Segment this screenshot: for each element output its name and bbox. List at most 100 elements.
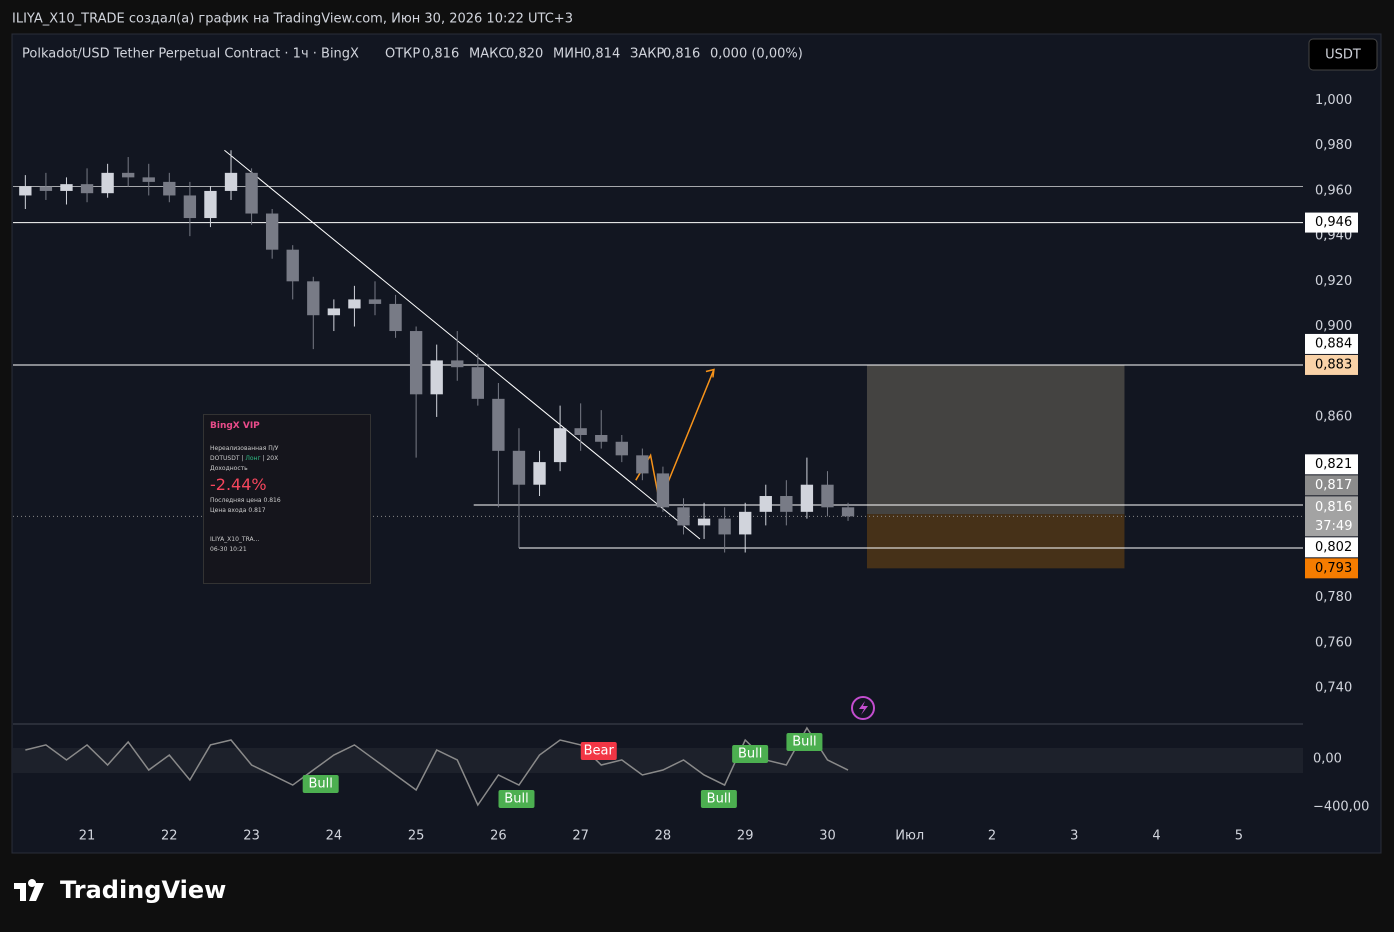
candle-body — [122, 172, 135, 178]
card-text: 0.817 — [248, 507, 266, 514]
candle-body — [553, 428, 567, 463]
price-tag-label: 0,816 — [1315, 500, 1352, 515]
candle-body — [759, 496, 772, 512]
card-text: Последняя цена — [210, 497, 262, 504]
candle-body — [656, 473, 670, 508]
card-text: DOTUSDT — [210, 455, 240, 462]
candle-body — [409, 331, 423, 395]
price-tag-label: 0,883 — [1315, 357, 1352, 372]
signal-label: Bull — [308, 777, 332, 792]
countdown: 37:49 — [1315, 519, 1352, 534]
legend-value: 0,814 — [583, 47, 620, 62]
card-text: Лонг — [245, 455, 261, 462]
candle-body — [595, 434, 608, 442]
candle-body — [821, 484, 834, 508]
price-tag — [1305, 333, 1358, 354]
candle-body — [142, 177, 155, 182]
price-tag-label: 0,884 — [1315, 336, 1352, 351]
candle-body — [80, 184, 94, 194]
x-tick-label: 22 — [161, 829, 178, 844]
logo-mark — [14, 879, 44, 901]
legend-label: МАКС — [469, 47, 507, 62]
signal-label: Bear — [584, 743, 615, 758]
card-text: Нереализованная П/У — [210, 445, 279, 452]
x-tick-label: 4 — [1152, 829, 1160, 844]
currency-text[interactable]: USDT — [1325, 48, 1361, 63]
y-tick-label: 0,900 — [1315, 319, 1352, 334]
alert-bolt — [859, 701, 868, 715]
x-tick-label: 2 — [988, 829, 996, 844]
candle-body — [19, 186, 32, 196]
candle-body — [286, 249, 299, 282]
candle-body — [39, 186, 53, 191]
price-tag — [1305, 496, 1358, 537]
candle-body — [841, 507, 855, 517]
candle-body — [492, 398, 505, 451]
candle-body — [739, 511, 752, 535]
candle-body — [101, 172, 114, 194]
candle-body — [204, 190, 217, 219]
candle-body — [163, 181, 176, 196]
legend-label: ЗАКР — [630, 47, 664, 62]
signal-box — [302, 775, 339, 794]
card-row: Последняя цена 0.816 — [210, 497, 364, 504]
trendline — [224, 149, 701, 540]
candle-body — [245, 172, 258, 214]
card-text: 06-30 10:21 — [210, 546, 247, 553]
x-tick-label: 29 — [737, 829, 754, 844]
candle-body — [471, 367, 484, 399]
candle-body — [718, 518, 731, 535]
logo — [14, 879, 44, 901]
signal-label: Bull — [707, 792, 731, 807]
signal-box — [732, 745, 769, 764]
candle-body — [636, 455, 649, 474]
candle-body — [368, 299, 382, 304]
price-tag — [1305, 475, 1358, 496]
card-yield: -2.44% — [210, 475, 267, 494]
card-text: ILIYA_X10_TRA... — [210, 536, 260, 543]
y-tick-label: 1,000 — [1315, 93, 1352, 108]
signal-box — [580, 741, 617, 760]
price-tag — [1305, 454, 1358, 475]
y-tick-label: 0,960 — [1315, 183, 1352, 198]
pane-separator — [13, 723, 1303, 725]
y-tick-label: 0,780 — [1315, 590, 1352, 605]
price-tag-label: 0,946 — [1315, 215, 1352, 230]
currency-button[interactable] — [1308, 38, 1378, 71]
candle-body — [574, 428, 587, 435]
candle-body — [348, 299, 361, 309]
y-tick-label: 0,980 — [1315, 138, 1352, 153]
x-tick-label: 30 — [819, 829, 836, 844]
price-tag-label: 0,817 — [1315, 478, 1352, 493]
x-tick-label: 23 — [243, 829, 260, 844]
x-tick-label: 21 — [79, 829, 96, 844]
signal-box — [786, 733, 823, 752]
candle-body — [183, 195, 197, 219]
candle-body — [389, 303, 402, 332]
candle-body — [677, 507, 690, 526]
x-tick-label: 3 — [1070, 829, 1078, 844]
attribution: ILIYA_X10_TRADE создал(а) график на Trad… — [12, 12, 573, 27]
price-tag — [1305, 558, 1358, 579]
logo-text: TradingView — [60, 876, 226, 904]
alert-icon[interactable] — [851, 696, 875, 720]
candle-body — [327, 308, 341, 316]
arrow-head — [705, 368, 715, 378]
signal-label: Bull — [504, 792, 528, 807]
card-text: 0.816 — [263, 497, 281, 504]
price-tag-label: 0,802 — [1315, 540, 1352, 555]
candle-body — [265, 213, 279, 250]
card-text: Цена входа — [210, 507, 247, 514]
candle-body — [697, 518, 711, 526]
signal-box — [498, 790, 535, 809]
candle-body — [615, 441, 628, 456]
x-tick-label: 5 — [1235, 829, 1243, 844]
signal-box — [700, 790, 737, 809]
legend-value: 0,816 — [663, 47, 700, 62]
x-tick-label: Июл — [895, 829, 924, 844]
x-tick-label: 28 — [655, 829, 672, 844]
y-tick-label: 0,760 — [1315, 635, 1352, 650]
price-tag-label: 0,793 — [1315, 561, 1352, 576]
